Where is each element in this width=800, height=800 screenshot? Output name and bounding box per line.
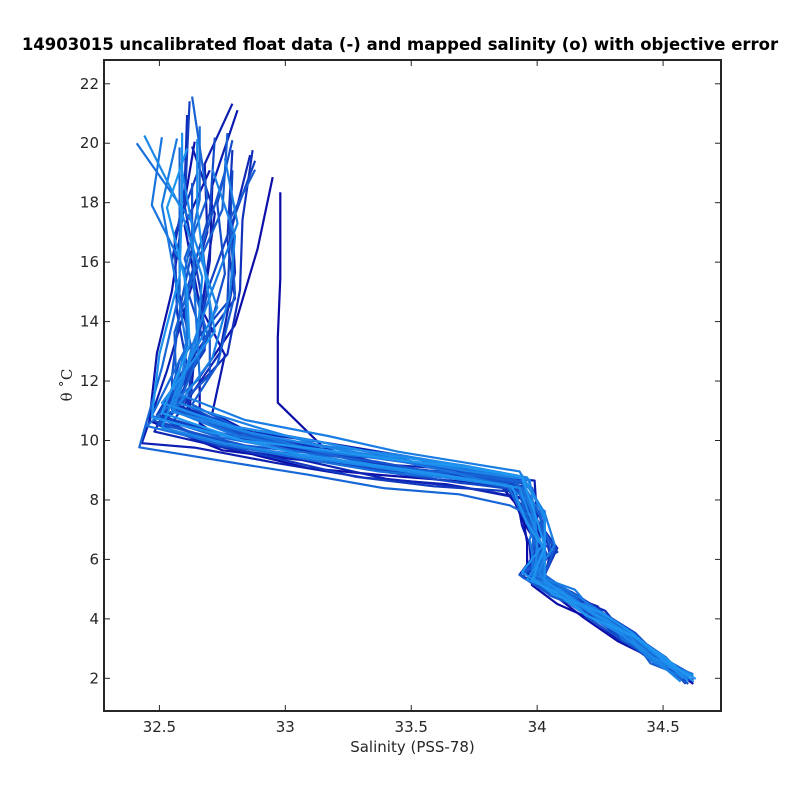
series-line-33 [150,132,697,680]
x-tick-label: 34 [528,718,547,736]
axes-frame [103,59,722,712]
x-tick-label: 33.5 [395,718,428,736]
x-axis-label: Salinity (PSS-78) [350,738,475,756]
y-tick-label: 8 [89,491,99,509]
y-tick-label: 12 [80,372,99,390]
x-tick-label: 32.5 [143,718,176,736]
y-tick-label: 22 [80,75,99,93]
series-line-34 [160,148,695,683]
chart-title: 14903015 uncalibrated float data (-) and… [22,35,779,54]
y-tick-label: 2 [89,669,99,687]
x-tick-label: 34.5 [646,718,679,736]
plot-area [104,60,721,711]
y-tick-label: 16 [80,253,99,271]
y-tick-label: 14 [80,313,99,331]
y-tick-label: 4 [89,610,99,628]
y-tick-label: 18 [80,194,99,212]
y-axis-label: θ ˚C [58,369,76,402]
ticks-layer: 32.5 33 33.5 34 34.5 2 4 6 8 10 12 14 16 18 20 22 [80,60,721,736]
x-tick-label: 33 [276,718,295,736]
y-tick-label: 10 [80,431,99,449]
y-tick-label: 6 [89,550,99,568]
y-tick-label: 20 [80,134,99,152]
series-layer [135,96,697,685]
